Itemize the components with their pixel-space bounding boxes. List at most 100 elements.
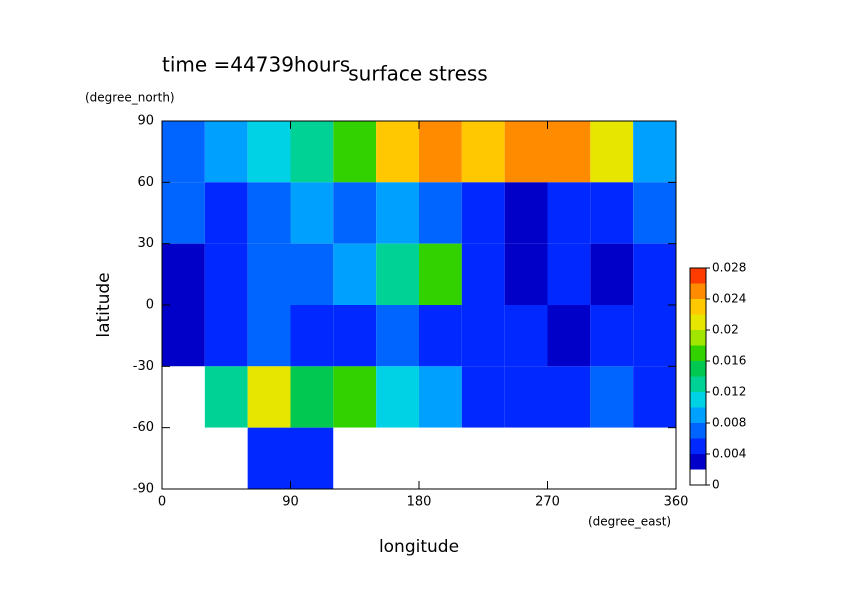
colorbar-band — [690, 268, 706, 284]
colorbar-tick-label: 0.016 — [712, 354, 746, 368]
colorbar-band — [690, 299, 706, 315]
heat-cell — [547, 305, 591, 367]
colorbar-tick-label: 0.028 — [712, 261, 746, 275]
x-tick-label: 270 — [535, 495, 560, 510]
heat-cell — [376, 427, 419, 489]
y-axis-label: latitude — [94, 272, 114, 337]
heat-cell — [590, 121, 634, 183]
colorbar-band — [690, 345, 706, 361]
heat-cell — [247, 366, 291, 428]
colorbar-tick-label: 0.004 — [712, 447, 746, 461]
heat-cell — [290, 366, 334, 428]
heat-cell — [633, 243, 676, 305]
x-tick-label: 90 — [282, 495, 299, 510]
y-tick-label: 0 — [146, 298, 154, 313]
heat-cell — [461, 427, 505, 489]
heat-cell — [204, 121, 248, 183]
colorbar-band — [690, 330, 706, 346]
heat-cell — [633, 121, 676, 183]
heat-cell — [504, 182, 548, 244]
heat-cell — [590, 182, 634, 244]
heat-cell — [419, 243, 462, 305]
heat-cell — [333, 427, 377, 489]
heat-cell — [162, 121, 205, 183]
colorbar-frame — [689, 267, 707, 486]
colorbar-band — [690, 454, 706, 470]
heat-cell — [376, 305, 419, 367]
heat-cell — [247, 243, 291, 305]
y-tick-label: 90 — [137, 114, 154, 129]
heat-cell — [247, 121, 291, 183]
heat-cell — [547, 243, 591, 305]
heat-cell — [333, 366, 377, 428]
heat-cell — [633, 366, 676, 428]
heat-cell — [547, 366, 591, 428]
heat-cell — [461, 243, 505, 305]
heat-cell — [504, 366, 548, 428]
heat-cell — [461, 366, 505, 428]
colorbar-band — [690, 283, 706, 299]
heat-cell — [247, 427, 291, 489]
heat-cell — [290, 427, 334, 489]
heat-cell — [333, 182, 377, 244]
heat-cell — [633, 427, 676, 489]
heat-cell — [547, 427, 591, 489]
heat-cell — [633, 182, 676, 244]
heat-cell — [590, 427, 634, 489]
heat-cell — [504, 243, 548, 305]
chart-subtitle: time =44739hours — [162, 53, 350, 77]
heat-cell — [333, 121, 377, 183]
heat-cell — [461, 182, 505, 244]
heat-cell — [162, 182, 205, 244]
heat-cell — [162, 427, 205, 489]
y-tick-label: -30 — [133, 359, 154, 374]
heat-cell — [290, 182, 334, 244]
heat-cell — [162, 366, 205, 428]
heat-cell — [461, 121, 505, 183]
heat-cell — [504, 121, 548, 183]
colorbar-band — [690, 376, 706, 392]
heat-cell — [333, 305, 377, 367]
colorbar-tick-label: 0.012 — [712, 385, 746, 399]
heat-cell — [204, 243, 248, 305]
heat-cell — [590, 366, 634, 428]
heat-cell — [290, 305, 334, 367]
heat-cell — [419, 182, 462, 244]
x-unit: (degree_east) — [588, 515, 671, 529]
x-axis-label: longitude — [379, 537, 459, 557]
colorbar-tick-label: 0.02 — [712, 323, 739, 337]
colorbar-band — [690, 469, 706, 485]
heat-cell — [419, 366, 462, 428]
heat-cell — [590, 243, 634, 305]
y-tick-label: 60 — [137, 175, 154, 190]
heat-cell — [547, 182, 591, 244]
x-tick-label: 0 — [158, 495, 166, 510]
colorbar-band — [690, 314, 706, 330]
heat-cell — [504, 427, 548, 489]
x-tick-label: 180 — [407, 495, 432, 510]
colorbar-band — [690, 361, 706, 377]
heat-cell — [419, 121, 462, 183]
heat-cell — [204, 366, 248, 428]
heat-cell — [376, 121, 419, 183]
y-unit: (degree_north) — [85, 91, 175, 105]
heat-cell — [204, 305, 248, 367]
heat-cell — [204, 182, 248, 244]
heat-cell — [290, 243, 334, 305]
heat-cell — [547, 121, 591, 183]
heat-cell — [419, 305, 462, 367]
heat-cell — [504, 305, 548, 367]
heat-cell — [247, 305, 291, 367]
colorbar-band — [690, 423, 706, 439]
heat-cell — [461, 305, 505, 367]
y-tick-label: -90 — [133, 482, 154, 497]
heat-cell — [204, 427, 248, 489]
colorbar-band — [690, 407, 706, 423]
y-tick-label: 30 — [137, 236, 154, 251]
colorbar-band — [690, 392, 706, 408]
colorbar-tick-label: 0 — [712, 478, 720, 492]
heat-cell — [590, 305, 634, 367]
heat-cell — [376, 243, 419, 305]
